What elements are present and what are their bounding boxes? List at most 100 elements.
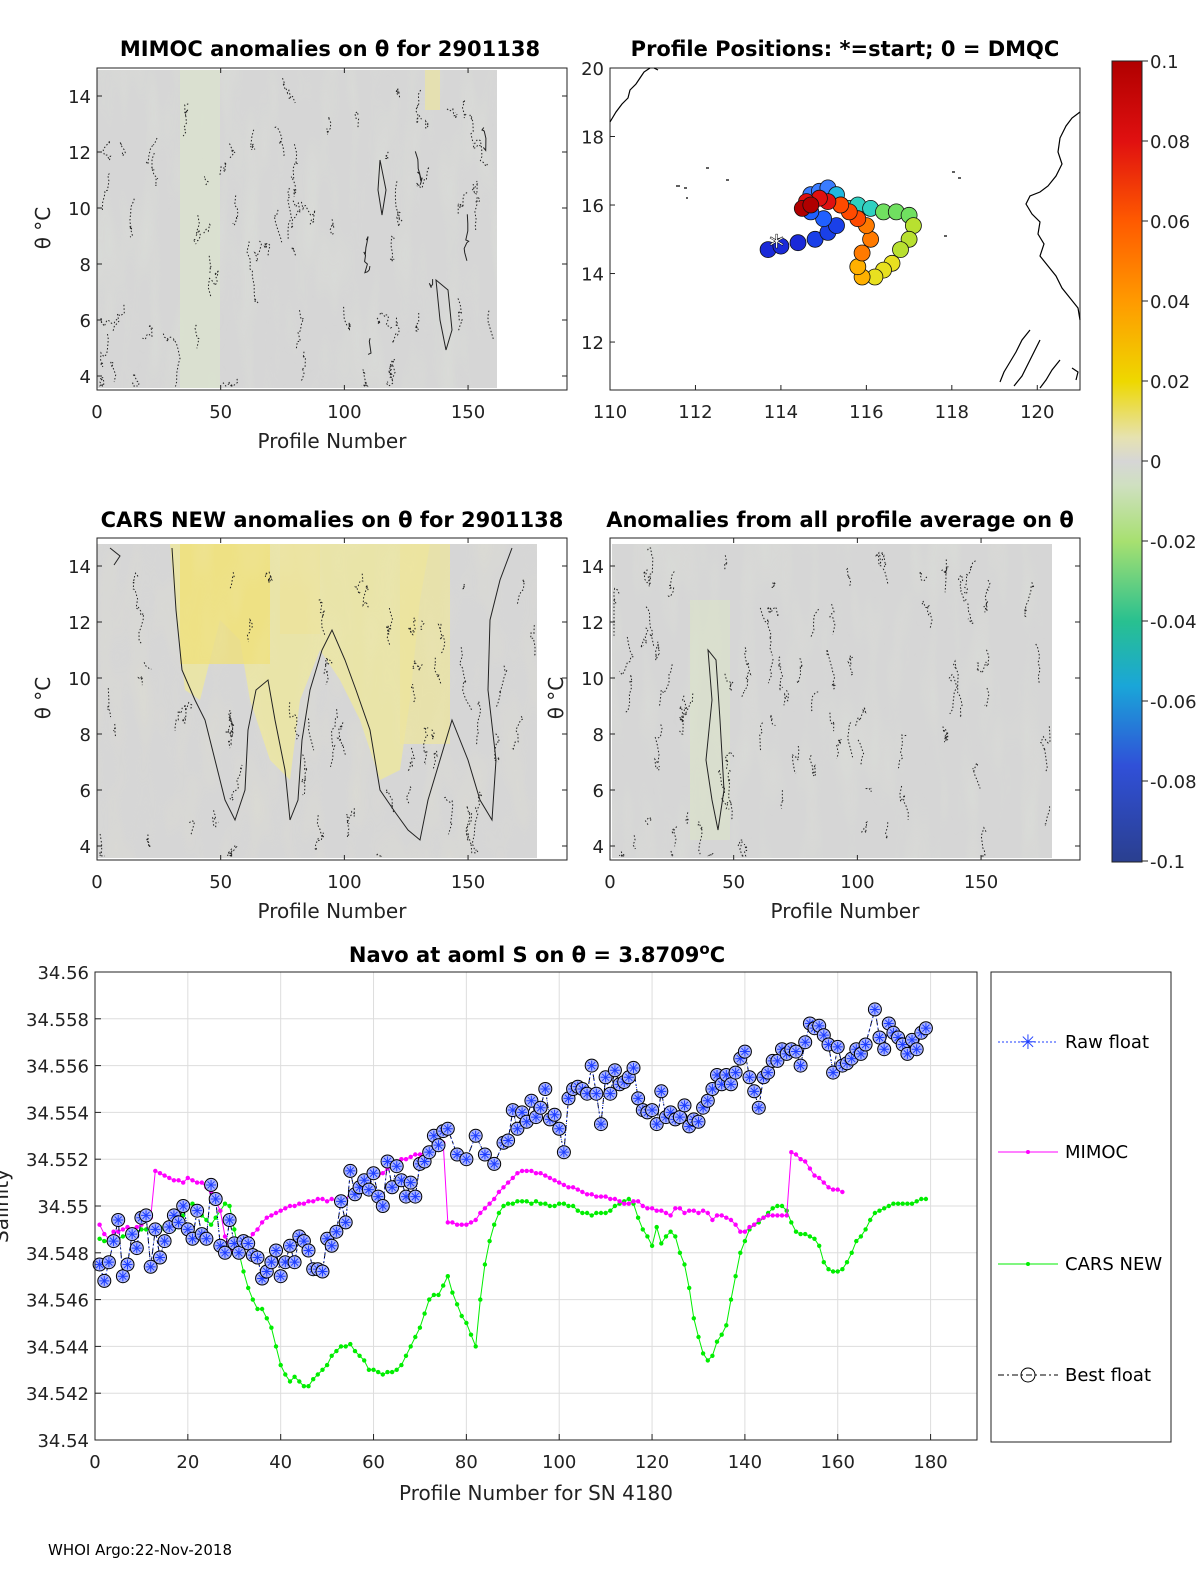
y-tick-label: 20 — [581, 59, 604, 80]
contour-line — [1040, 726, 1051, 774]
float-point — [603, 1086, 618, 1101]
cars-point — [366, 1367, 372, 1373]
contour-line — [846, 567, 852, 588]
cars-point — [798, 1231, 803, 1237]
y-tick-label: 14 — [68, 557, 91, 578]
cars-point — [710, 1353, 715, 1359]
x-tick-label: 100 — [327, 402, 361, 423]
x-tick-label: 180 — [913, 1452, 947, 1473]
mimoc-point — [668, 1213, 673, 1218]
mimoc-point — [194, 1180, 200, 1185]
mimoc-point — [273, 1210, 279, 1216]
float-point — [826, 1065, 841, 1080]
float-point — [751, 1100, 766, 1115]
contour-line — [109, 547, 121, 566]
cars-point — [533, 1199, 539, 1204]
cars-point — [454, 1302, 460, 1307]
mimoc-point — [278, 1208, 283, 1213]
float-point — [538, 1082, 553, 1096]
cars-point — [584, 1210, 590, 1216]
cars-title: CARS NEW anomalies on θ for 2901138 — [101, 508, 564, 532]
mimoc-point — [570, 1185, 576, 1190]
contour-line — [229, 764, 243, 802]
mimoc-point — [199, 1180, 204, 1185]
x-tick-label: 0 — [89, 1452, 100, 1473]
contour-line — [274, 126, 285, 158]
mimoc-axes-box — [96, 67, 568, 391]
contour-line — [273, 209, 283, 243]
mimoc-point — [640, 1203, 645, 1209]
contour-line — [411, 659, 423, 672]
float-point — [97, 1273, 112, 1288]
cars-point — [603, 1210, 608, 1216]
salinity-grid — [94, 971, 977, 1441]
mimoc-panel: MIMOC anomalies on θ for 2901138 0 50 100 1… — [31, 37, 568, 453]
profile-marker — [772, 237, 790, 255]
legend-label-cars: CARS NEW — [1065, 1254, 1162, 1275]
cars-point — [329, 1353, 334, 1359]
contour-line — [343, 306, 352, 331]
avg-y-ticks: 4 6 8 10 12 14 — [581, 557, 1080, 858]
contour-line — [211, 810, 219, 828]
float-point — [315, 1264, 330, 1279]
contour-line — [677, 705, 685, 723]
mimoc-point — [622, 1201, 627, 1206]
contour-line — [443, 796, 454, 835]
mimoc-point — [635, 1199, 641, 1204]
mimoc-point — [770, 1213, 775, 1218]
contour-line — [860, 820, 868, 834]
cars-point — [779, 1203, 785, 1209]
float-point — [649, 1117, 664, 1132]
contour-line — [301, 754, 308, 796]
mimoc-point — [519, 1168, 525, 1174]
y-tick-label: 6 — [80, 781, 91, 802]
cars-point — [826, 1267, 831, 1272]
contour-line — [189, 820, 196, 836]
float-point — [747, 1084, 762, 1099]
y-tick-label: 12 — [581, 613, 604, 634]
cars-point — [505, 1201, 511, 1206]
contour-line — [855, 707, 867, 726]
colorbar-tick-label: -0.06 — [1150, 692, 1197, 713]
cars-point — [817, 1243, 822, 1249]
mimoc-y-ticks: 4 6 8 10 12 14 — [68, 87, 567, 388]
contour-line — [847, 722, 854, 758]
cars-point — [914, 1199, 919, 1204]
cars-point — [635, 1215, 641, 1220]
float-point — [129, 1241, 144, 1256]
contour-line — [107, 688, 112, 718]
cars-point — [687, 1285, 692, 1291]
mimoc-point — [533, 1171, 539, 1176]
salinity-series — [92, 1002, 933, 1389]
contour-line — [428, 279, 434, 289]
mimoc-point — [171, 1178, 177, 1183]
x-tick-label: 150 — [964, 872, 998, 893]
contour-line — [613, 587, 620, 636]
cars-point — [900, 1201, 905, 1206]
mimoc-point — [287, 1203, 293, 1209]
float-point — [556, 1145, 571, 1160]
contour-line — [433, 657, 442, 686]
cars-point — [886, 1203, 891, 1209]
mimoc-point — [738, 1229, 743, 1234]
contour-line — [884, 822, 889, 840]
cars-point — [645, 1234, 650, 1239]
cars-point — [705, 1358, 710, 1363]
contour-line — [459, 647, 473, 711]
mimoc-point — [380, 1171, 385, 1176]
float-point — [501, 1133, 516, 1148]
mimoc-point — [705, 1210, 710, 1216]
float-point — [830, 1039, 845, 1054]
mimoc-point — [626, 1201, 631, 1206]
mimoc-point — [413, 1152, 418, 1157]
mimoc-point — [714, 1213, 720, 1218]
contour-line — [948, 673, 958, 715]
cars-point — [246, 1285, 251, 1291]
mimoc-point — [649, 1206, 655, 1211]
colorbar-tick-label: 0.08 — [1150, 132, 1190, 153]
cars-point — [422, 1311, 427, 1316]
cars-point — [496, 1210, 502, 1216]
mimoc-point — [789, 1150, 794, 1155]
cars-point — [487, 1238, 492, 1244]
avg-axes-box — [609, 537, 1081, 861]
